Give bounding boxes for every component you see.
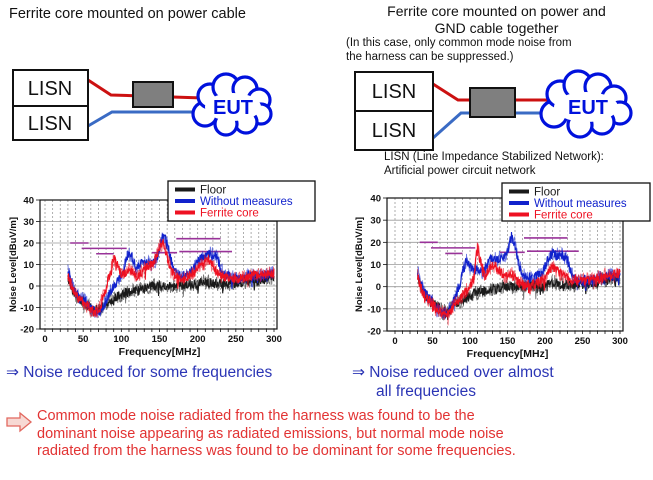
- left-circuit-diagram: EUT LISN LISN: [12, 69, 273, 141]
- svg-text:40: 40: [370, 194, 381, 205]
- svg-text:0: 0: [29, 282, 34, 293]
- power-wire: [432, 82, 560, 102]
- left-conclusion: ⇒ Noise reduced for some frequencies: [6, 364, 273, 381]
- footer-line1: Common mode noise radiated from the harn…: [37, 408, 475, 424]
- svg-text:Frequency[MHz]: Frequency[MHz]: [467, 348, 549, 360]
- gnd-wire: [432, 111, 560, 140]
- svg-text:100: 100: [462, 336, 478, 347]
- gnd-wire: [87, 110, 200, 128]
- right-conclusion-line2: all frequencies: [376, 383, 476, 400]
- svg-text:10: 10: [370, 260, 381, 271]
- noise-chart-left: -20 -10 0 10 20 30 40 0 50 100 150 200 250 300 Frequen…: [8, 180, 316, 359]
- svg-text:0: 0: [42, 334, 47, 345]
- svg-text:10: 10: [23, 260, 34, 271]
- lisn-label-2: LISN: [28, 113, 72, 135]
- ferrite-core: [469, 87, 516, 118]
- svg-text:30: 30: [23, 217, 34, 228]
- svg-text:Floor: Floor: [200, 185, 226, 197]
- ferrite-core: [132, 81, 174, 108]
- right-note: (In this case, only common mode noise fr…: [346, 37, 572, 64]
- right-note-line1: (In this case, only common mode noise fr…: [346, 37, 572, 49]
- block-arrow-icon: [6, 411, 33, 433]
- right-circuit-diagram: EUT LISN LISN: [354, 69, 633, 151]
- left-title: Ferrite core mounted on power cable: [9, 6, 246, 22]
- lisn-box-2: [12, 105, 89, 141]
- svg-text:150: 150: [152, 334, 168, 345]
- svg-text:Noise Level[dBuV/m]: Noise Level[dBuV/m]: [354, 217, 365, 312]
- eut-label: EUT: [213, 97, 253, 119]
- svg-text:40: 40: [23, 196, 34, 207]
- svg-text:200: 200: [537, 336, 553, 347]
- noise-chart-right: -20 -10 0 10 20 30 40 0 50 100 150 200 250 300 Frequen…: [354, 182, 651, 361]
- lisn-box-1: [354, 71, 434, 112]
- limit-lines: [419, 237, 579, 255]
- footer-line2: dominant noise appearing as radiated emi…: [37, 425, 504, 442]
- svg-text:30: 30: [370, 216, 381, 227]
- lisn-label-1: LISN: [372, 81, 416, 103]
- svg-text:0: 0: [392, 336, 397, 347]
- right-title-line1: Ferrite core mounted on power and: [387, 3, 606, 19]
- lisn-label-2: LISN: [372, 120, 416, 142]
- svg-text:-20: -20: [20, 325, 34, 336]
- svg-text:Without measures: Without measures: [534, 198, 627, 210]
- svg-text:50: 50: [427, 336, 438, 347]
- svg-text:0: 0: [376, 282, 381, 293]
- svg-text:200: 200: [190, 334, 206, 345]
- lisn-label-1: LISN: [28, 78, 72, 100]
- right-note-line2: the harness can be suppressed.): [346, 50, 514, 63]
- svg-text:300: 300: [612, 336, 628, 347]
- axis-labels: -20 -10 0 10 20 30 40 0 50 100 150 200 250 300 Frequen…: [8, 196, 282, 359]
- svg-text:150: 150: [500, 336, 516, 347]
- svg-text:20: 20: [370, 238, 381, 249]
- svg-text:-10: -10: [367, 304, 381, 315]
- eut-label: EUT: [568, 97, 608, 119]
- svg-text:20: 20: [23, 239, 34, 250]
- lisn-caption-line2: Artificial power circuit network: [384, 164, 536, 177]
- svg-text:Noise Level[dBuV/m]: Noise Level[dBuV/m]: [8, 217, 19, 312]
- svg-text:Ferrite core: Ferrite core: [200, 208, 259, 220]
- svg-text:-20: -20: [367, 327, 381, 338]
- right-conclusion-line1: ⇒ Noise reduced over almost: [352, 364, 554, 381]
- svg-text:100: 100: [113, 334, 129, 345]
- lisn-caption-line1: LISN (Line Impedance Stabilized Network)…: [384, 151, 604, 163]
- eut-cloud: [191, 72, 273, 137]
- limit-lines: [70, 237, 233, 255]
- lisn-caption: LISN (Line Impedance Stabilized Network)…: [384, 151, 604, 178]
- svg-text:250: 250: [228, 334, 244, 345]
- eut-cloud: [539, 69, 633, 139]
- svg-text:250: 250: [575, 336, 591, 347]
- right-title: Ferrite core mounted on power and GND ca…: [340, 3, 653, 37]
- right-conclusion: ⇒ Noise reduced over almost all frequenc…: [352, 363, 554, 401]
- lisn-box-1: [12, 69, 89, 107]
- footer-line3: radiated from the harness was found to b…: [37, 443, 516, 459]
- svg-text:Floor: Floor: [534, 187, 560, 199]
- lisn-box-2: [354, 110, 434, 151]
- axis-labels: -20 -10 0 10 20 30 40 0 50 100 150 200 250 300 Frequen…: [354, 194, 628, 361]
- svg-text:50: 50: [78, 334, 89, 345]
- svg-text:Frequency[MHz]: Frequency[MHz]: [119, 346, 201, 358]
- svg-text:Ferrite core: Ferrite core: [534, 210, 593, 222]
- series-ferrite-core: [67, 238, 275, 318]
- svg-text:300: 300: [266, 334, 282, 345]
- svg-text:-10: -10: [20, 303, 34, 314]
- footer-summary: Common mode noise radiated from the harn…: [37, 408, 637, 461]
- svg-text:Without measures: Without measures: [200, 196, 293, 208]
- right-title-line2: GND cable together: [434, 20, 559, 36]
- series-ferrite-core: [416, 242, 621, 326]
